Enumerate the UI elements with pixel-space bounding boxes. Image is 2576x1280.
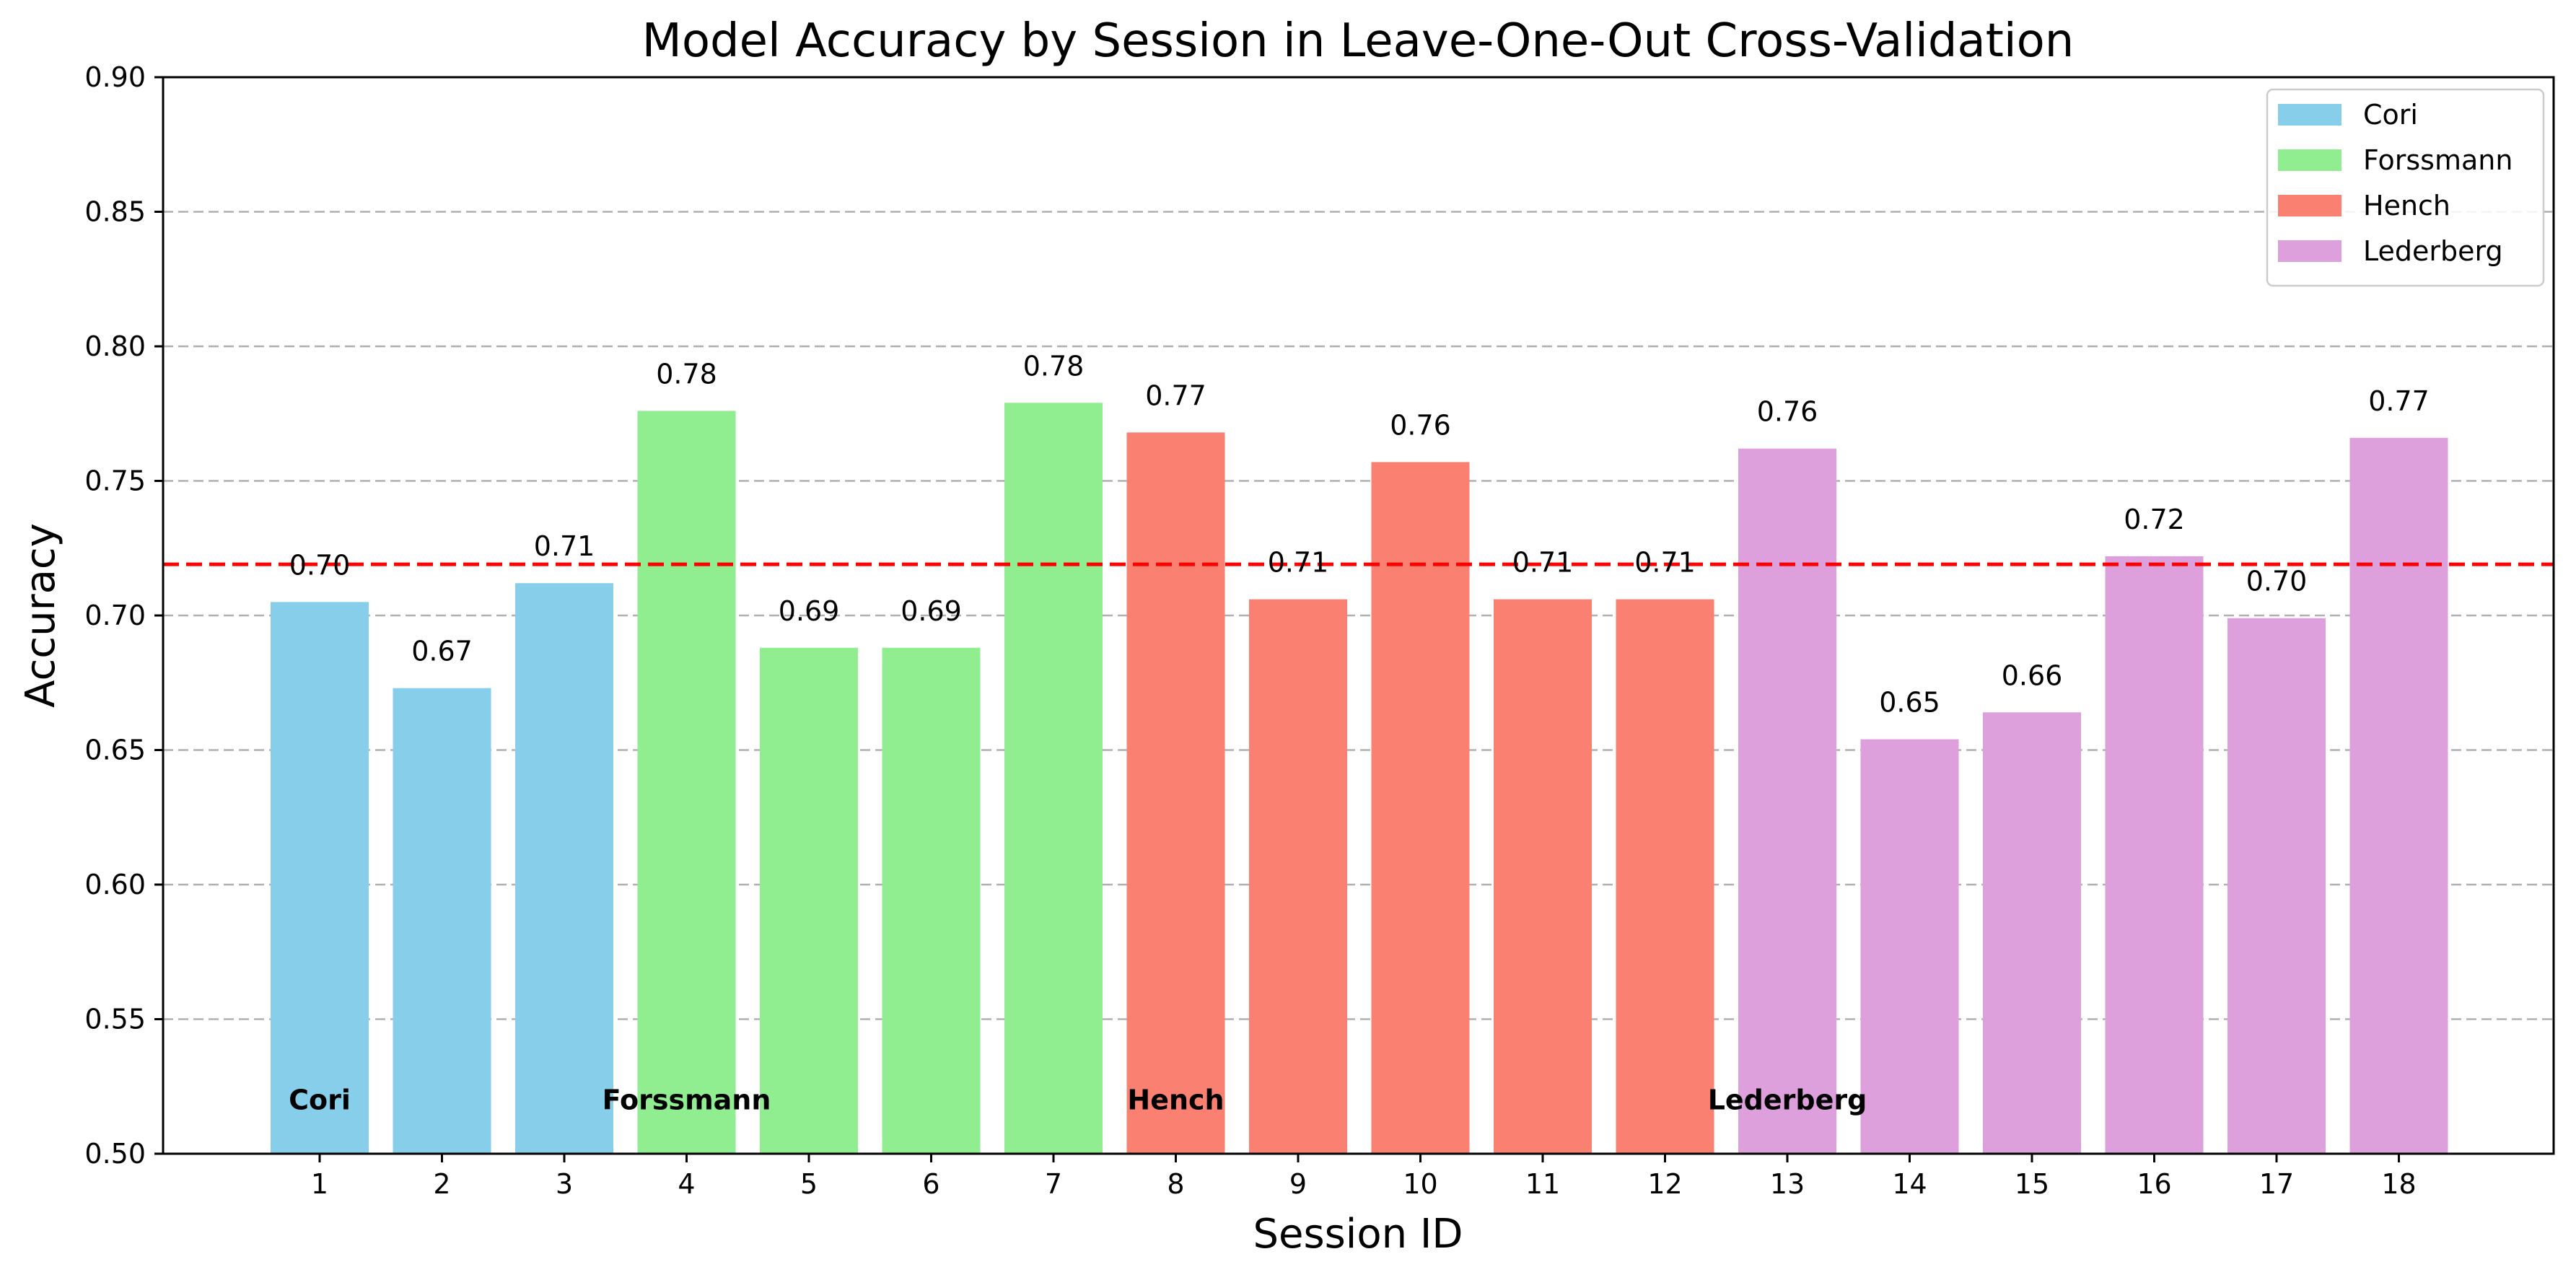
chart-title: Model Accuracy by Session in Leave-One-O…	[642, 14, 2075, 68]
y-tick-label: 0.55	[84, 1004, 146, 1035]
bar-session-3	[515, 583, 613, 1154]
x-tick-label: 6	[922, 1168, 939, 1200]
bar-session-15	[1983, 712, 2081, 1154]
legend-swatch	[2278, 240, 2341, 262]
bar-session-5	[760, 647, 858, 1154]
bar-session-14	[1860, 739, 1959, 1154]
bar-session-12	[1616, 599, 1714, 1154]
legend-label: Forssmann	[2363, 144, 2513, 176]
group-annotation: Forssmann	[603, 1084, 771, 1115]
value-label: 0.67	[411, 636, 473, 667]
bar-session-7	[1004, 403, 1103, 1154]
x-tick-label: 5	[800, 1168, 818, 1200]
legend-label: Lederberg	[2363, 235, 2503, 267]
legend-swatch	[2278, 104, 2341, 126]
value-label: 0.69	[779, 595, 840, 627]
x-tick-label: 9	[1289, 1168, 1307, 1200]
bar-session-17	[2227, 618, 2326, 1154]
legend-swatch	[2278, 195, 2341, 216]
bar-session-6	[882, 647, 981, 1154]
legend-label: Cori	[2363, 99, 2418, 131]
y-tick-label: 0.85	[84, 196, 146, 228]
y-axis: 0.50 0.55 0.60 0.65 0.70 0.75 0.80 0.85 0.90	[84, 61, 163, 1170]
value-label: 0.70	[2246, 566, 2308, 597]
group-annotations: Cori Forssmann Hench Lederberg	[289, 1084, 1867, 1115]
x-tick-label: 17	[2259, 1168, 2294, 1200]
y-tick-label: 0.65	[84, 735, 146, 766]
y-tick-label: 0.90	[84, 61, 146, 93]
x-tick-label: 15	[2015, 1168, 2049, 1200]
y-tick-label: 0.75	[84, 465, 146, 497]
x-tick-label: 10	[1403, 1168, 1437, 1200]
value-label: 0.71	[1512, 547, 1574, 579]
y-tick-label: 0.60	[84, 869, 146, 900]
value-label: 0.72	[2124, 504, 2185, 535]
x-tick-label: 4	[678, 1168, 695, 1200]
value-label: 0.78	[1023, 350, 1085, 382]
bar-session-2	[393, 688, 491, 1154]
x-tick-label: 1	[311, 1168, 328, 1200]
x-tick-label: 8	[1167, 1168, 1184, 1200]
value-label: 0.76	[1390, 409, 1451, 441]
y-axis-label: Accuracy	[17, 523, 64, 708]
value-label: 0.77	[2368, 385, 2430, 417]
value-label: 0.70	[289, 549, 351, 581]
x-tick-label: 3	[556, 1168, 573, 1200]
group-annotation: Lederberg	[1708, 1084, 1867, 1115]
bar-session-9	[1249, 599, 1347, 1154]
x-tick-label: 13	[1770, 1168, 1805, 1200]
y-tick-label: 0.70	[84, 600, 146, 631]
bar-session-1	[271, 602, 369, 1154]
value-label: 0.71	[1268, 547, 1329, 579]
bar-session-8	[1126, 432, 1225, 1154]
value-labels: 0.70 0.67 0.71 0.78 0.69 0.69 0.78 0.77 0.71 0.76…	[289, 350, 2430, 718]
x-tick-label: 16	[2137, 1168, 2171, 1200]
bar-session-10	[1371, 462, 1470, 1154]
value-label: 0.66	[2002, 659, 2063, 691]
value-label: 0.65	[1879, 687, 1940, 719]
value-label: 0.78	[656, 359, 717, 390]
legend-box	[2266, 88, 2545, 287]
bar-session-18	[2349, 437, 2448, 1154]
legend-label: Hench	[2363, 190, 2450, 222]
group-annotation: Hench	[1127, 1084, 1224, 1115]
legend: Cori Forssmann Hench Lederberg	[2266, 88, 2545, 287]
x-tick-label: 14	[1892, 1168, 1927, 1200]
value-label: 0.77	[1145, 380, 1206, 411]
x-tick-label: 18	[2381, 1168, 2416, 1200]
legend-swatch	[2278, 149, 2341, 171]
x-tick-label: 11	[1525, 1168, 1560, 1200]
bar-session-16	[2105, 556, 2204, 1154]
value-label: 0.71	[534, 530, 595, 562]
y-tick-label: 0.50	[84, 1138, 146, 1170]
value-label: 0.69	[901, 595, 962, 627]
bar-session-4	[637, 411, 736, 1154]
bar-session-11	[1494, 599, 1592, 1154]
x-axis-label: Session ID	[1253, 1211, 1463, 1258]
value-label: 0.76	[1757, 396, 1818, 428]
value-label: 0.71	[1634, 547, 1696, 579]
x-axis: 1 2 3 4 5 6 7 8 9 10 11 12 13 14 15 16 17 18	[311, 1154, 2417, 1200]
y-tick-label: 0.80	[84, 330, 146, 362]
x-tick-label: 2	[433, 1168, 450, 1200]
x-tick-label: 7	[1045, 1168, 1062, 1200]
bar-session-13	[1738, 448, 1836, 1154]
x-tick-label: 12	[1647, 1168, 1682, 1200]
group-annotation: Cori	[289, 1084, 351, 1115]
